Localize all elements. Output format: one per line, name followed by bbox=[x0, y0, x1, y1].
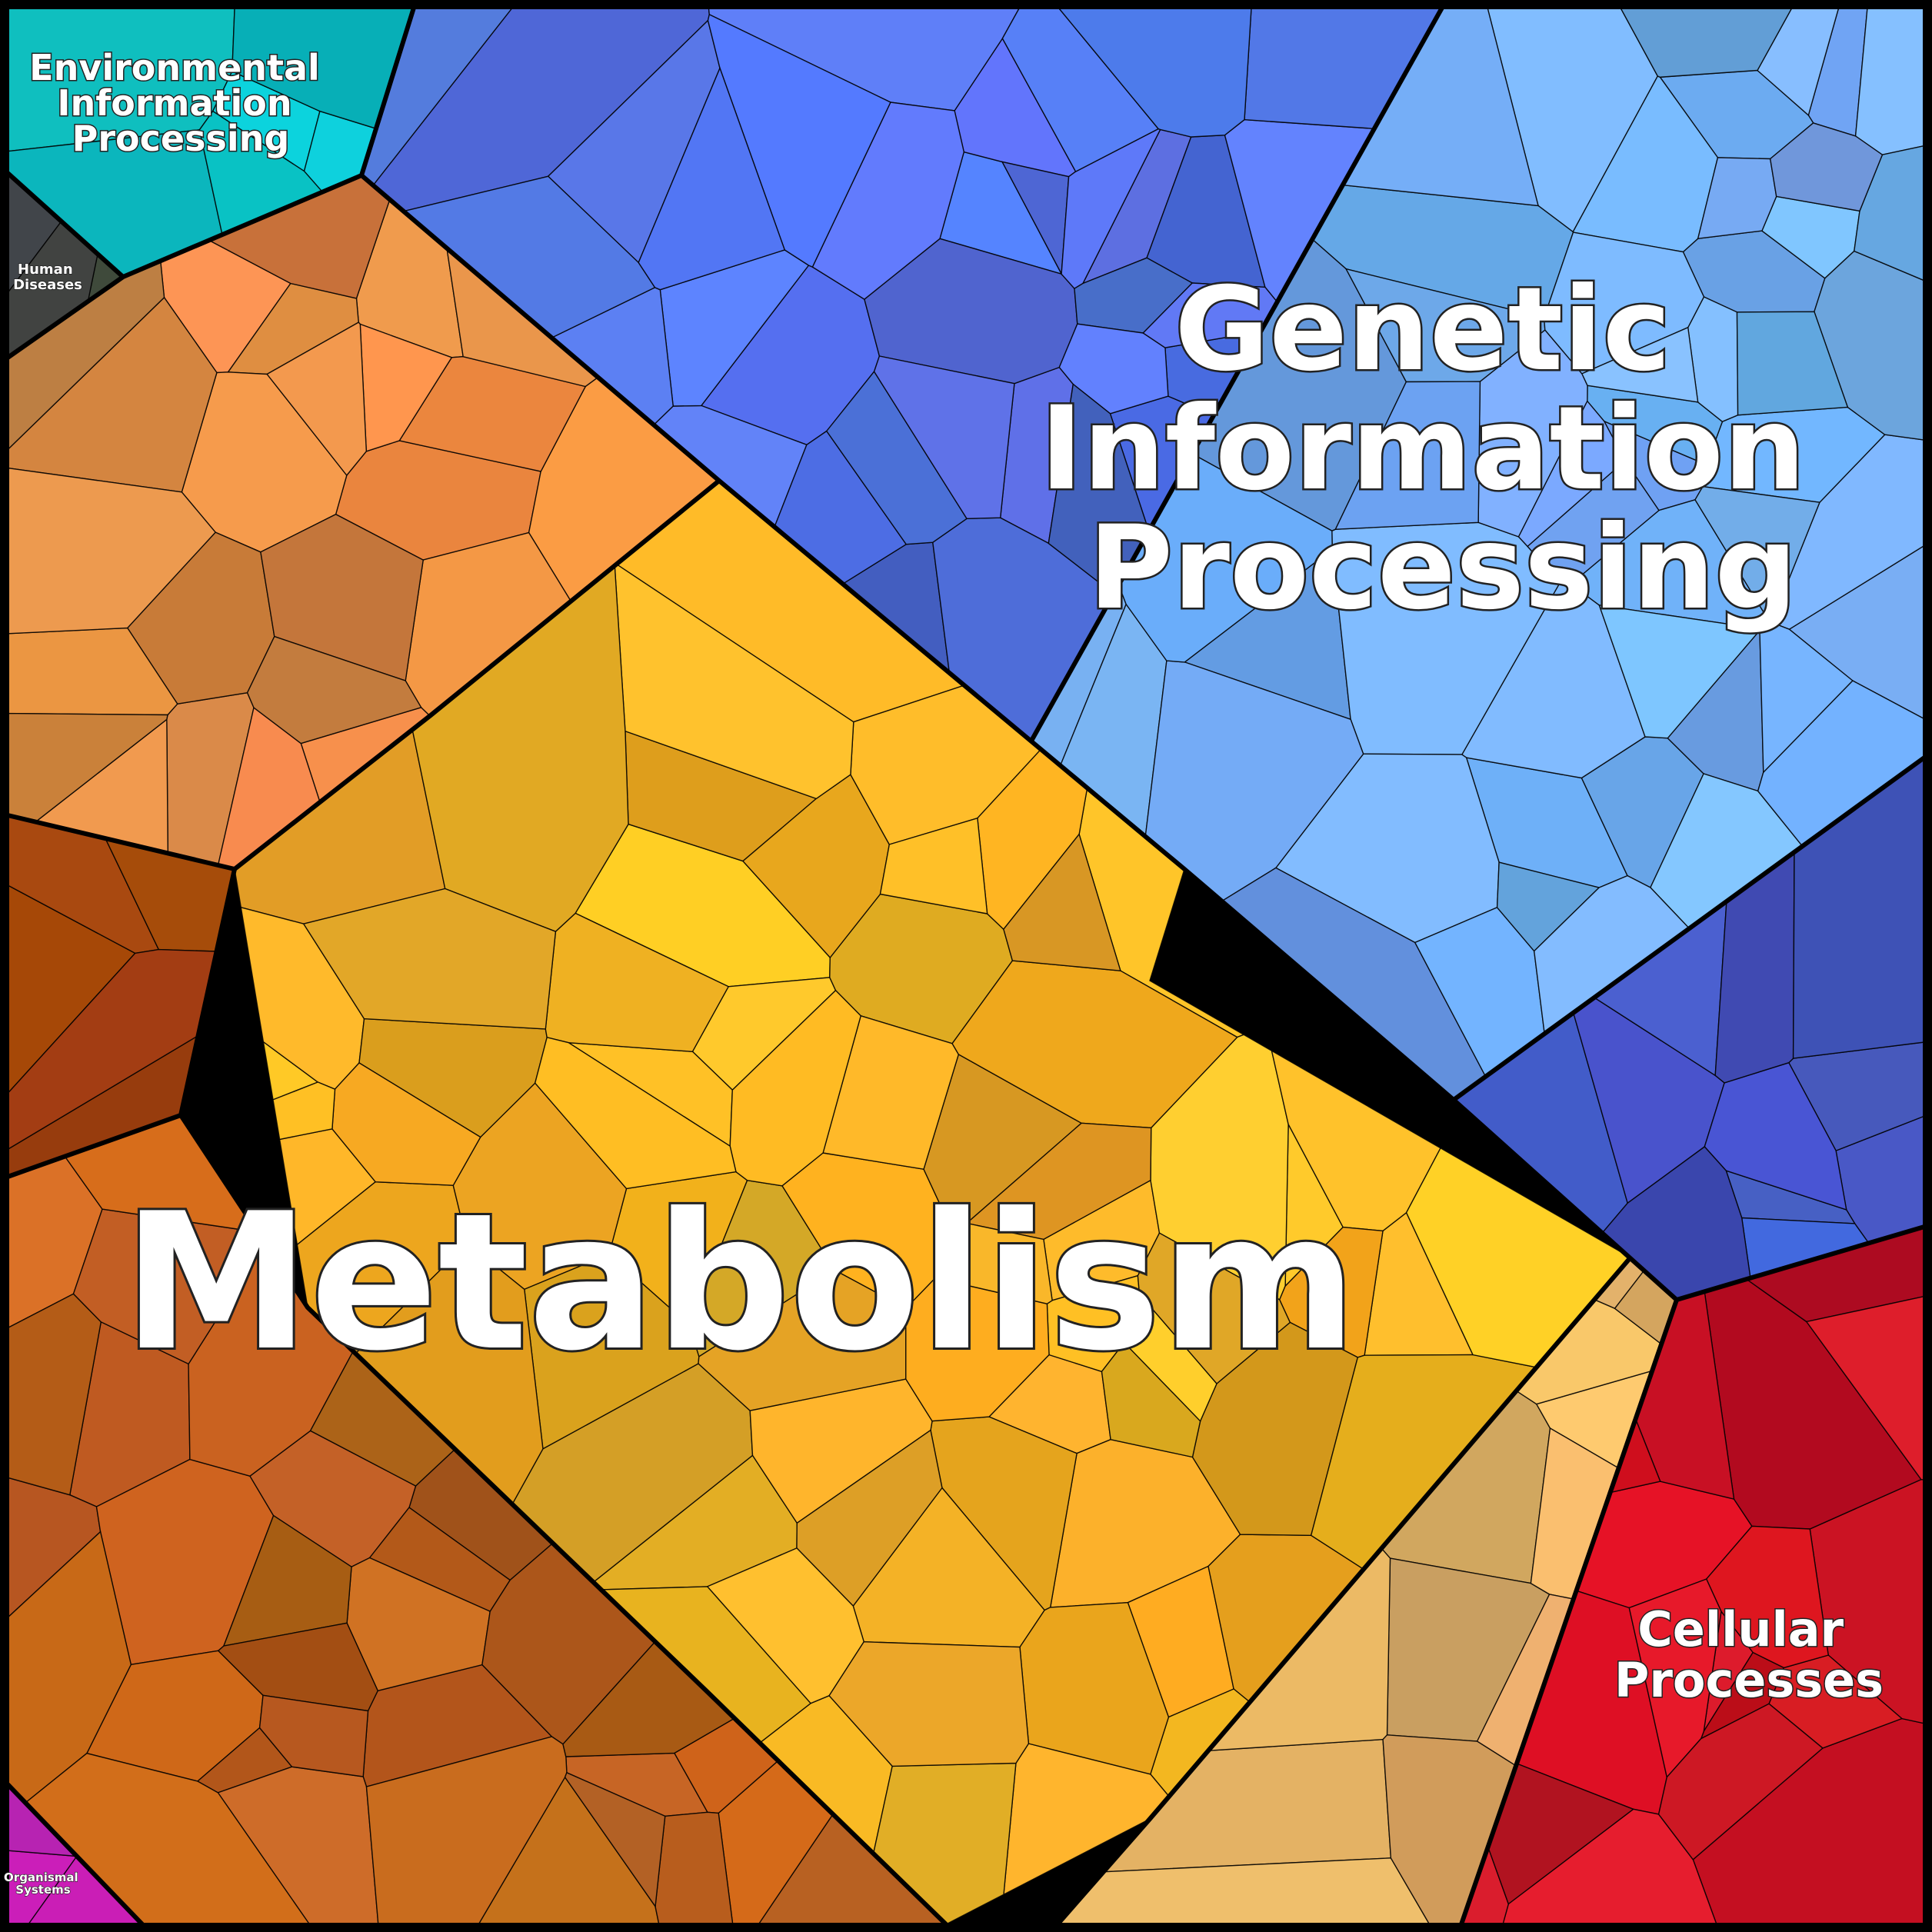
voronoi-cell bbox=[825, 370, 968, 545]
voronoi-cell bbox=[1657, 1703, 1824, 1860]
voronoi-cell bbox=[828, 1641, 1030, 1767]
voronoi-cell bbox=[707, 13, 891, 268]
voronoi-cell bbox=[873, 355, 1015, 520]
voronoi-cell bbox=[302, 888, 557, 1030]
voronoi-cells bbox=[7, 7, 1925, 1925]
voronoi-cell bbox=[638, 66, 786, 291]
voronoi-cell bbox=[266, 321, 368, 477]
voronoi-cell bbox=[872, 1762, 1017, 1925]
voronoi-cell bbox=[1736, 311, 1849, 416]
label-genetic: Genetic Information Processing bbox=[1040, 263, 1846, 635]
voronoi-cell bbox=[951, 960, 1238, 1129]
voronoi-cell bbox=[1334, 381, 1481, 530]
label-environmental: Environmental Information Processing bbox=[29, 47, 332, 159]
voronoi-cell bbox=[1768, 1654, 1904, 1749]
voronoi-cell bbox=[246, 635, 422, 744]
voronoi-cell bbox=[7, 467, 217, 635]
voronoi-cell bbox=[1344, 268, 1546, 383]
voronoi-cell bbox=[1003, 833, 1121, 971]
voronoi-cell bbox=[1854, 7, 1925, 155]
voronoi-cell bbox=[822, 1014, 960, 1170]
voronoi-cell bbox=[564, 1771, 666, 1908]
voronoi-cell bbox=[1769, 122, 1884, 212]
voronoi-cell bbox=[1517, 400, 1626, 548]
voronoi-cell bbox=[1057, 7, 1252, 138]
voronoi-cell bbox=[934, 1222, 1053, 1304]
voronoi-cell bbox=[1019, 1601, 1170, 1775]
voronoi-cell bbox=[879, 817, 988, 914]
category-labels: Environmental Information Processing Hum… bbox=[3, 46, 1884, 1897]
voronoi-cell bbox=[1697, 157, 1777, 240]
voronoi-cell bbox=[1137, 1232, 1291, 1384]
voronoi-cell bbox=[1101, 1341, 1201, 1458]
label-metabolism: Metabolism bbox=[122, 1173, 1357, 1392]
voronoi-cell bbox=[1694, 485, 1820, 624]
voronoi-cell bbox=[258, 1694, 369, 1777]
voronoi-cell bbox=[272, 1081, 336, 1141]
label-human-diseases: Human Diseases bbox=[13, 261, 82, 293]
label-cellular: Cellular Processes bbox=[1614, 1601, 1884, 1708]
voronoi-cell bbox=[534, 1036, 737, 1190]
voronoi-cell bbox=[1581, 326, 1699, 403]
label-organismal: Organismal Systems bbox=[4, 1870, 82, 1897]
